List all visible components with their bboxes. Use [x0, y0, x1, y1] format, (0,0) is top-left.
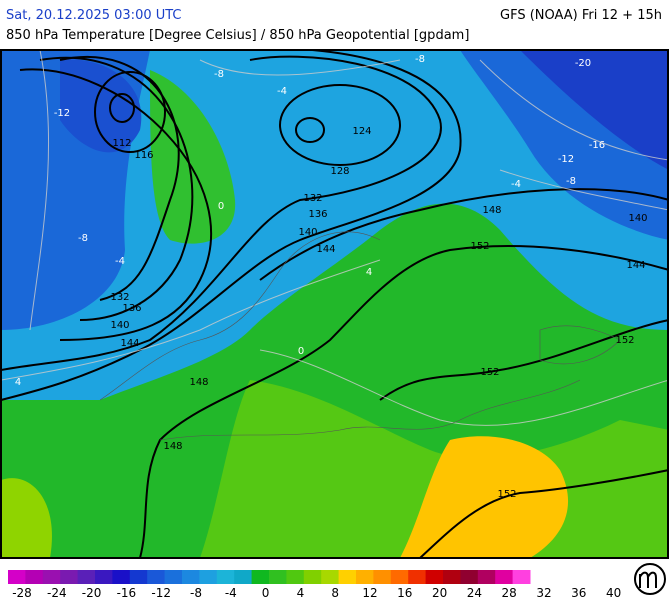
colorbar-swatch	[269, 570, 287, 584]
colorbar-label: -8	[190, 586, 202, 600]
colorbar-swatch	[112, 570, 131, 584]
geopotential-label: 128	[330, 166, 349, 177]
colorbar-swatch	[95, 570, 113, 584]
geopotential-label: 152	[480, 367, 499, 378]
colorbar-swatch	[42, 570, 61, 584]
geopotential-label: 132	[110, 292, 129, 303]
colorbar-swatch	[443, 570, 461, 584]
colorbar-swatch	[234, 570, 253, 584]
geopotential-label: 116	[134, 150, 153, 161]
geopotential-label: 136	[122, 303, 141, 314]
map-frame	[0, 49, 669, 559]
temperature-label: -4	[277, 86, 287, 97]
colorbar-label: -16	[117, 586, 137, 600]
colorbar-label: 40	[606, 586, 621, 600]
geopotential-label: 140	[110, 320, 129, 331]
colorbar-label: 16	[397, 586, 412, 600]
temperature-label: 0	[298, 346, 304, 357]
colorbar-label: -20	[82, 586, 102, 600]
geopotential-label: 132	[303, 193, 322, 204]
temperature-label: 0	[218, 201, 224, 212]
colorbar-label: 24	[467, 586, 482, 600]
colorbar-swatch	[303, 570, 322, 584]
geopotential-label: 144	[626, 260, 645, 271]
colorbar-label: -28	[12, 586, 32, 600]
colorbar-swatch	[182, 570, 200, 584]
colorbar-swatch	[390, 570, 409, 584]
colorbar-label: -12	[151, 586, 171, 600]
colorbar-label: 32	[536, 586, 551, 600]
colorbar-swatch	[286, 570, 305, 584]
colorbar-label: 28	[502, 586, 517, 600]
colorbar-swatch	[321, 570, 340, 584]
colorbar-swatch	[199, 570, 218, 584]
temperature-label: -4	[115, 256, 125, 267]
colorbar-swatch	[77, 570, 96, 584]
temperature-label: -8	[566, 176, 576, 187]
temperature-label: -16	[589, 140, 605, 151]
geopotential-contours	[1, 50, 668, 558]
map	[1, 50, 668, 558]
geopotential-label: 148	[189, 377, 208, 388]
colorbar-swatch	[338, 570, 357, 584]
geopotential-label: 152	[497, 489, 516, 500]
colorbar-swatch	[373, 570, 392, 584]
colorbar-label: 36	[571, 586, 586, 600]
colorbar-label: -24	[47, 586, 67, 600]
colorbar-swatch	[512, 570, 531, 584]
temperature-label: -8	[78, 233, 88, 244]
temperature-label: 4	[366, 267, 372, 278]
geopotential-label: 112	[112, 138, 131, 149]
colorbar-swatch	[495, 570, 514, 584]
temperature-label: -12	[558, 154, 574, 165]
model-run: GFS (NOAA) Fri 12 + 15h	[500, 8, 662, 23]
colorbar-label: 8	[331, 586, 339, 600]
colorbar-swatch	[408, 570, 427, 584]
valid-time: Sat, 20.12.2025 03:00 UTC	[6, 8, 182, 23]
colorbar-label: 12	[362, 586, 377, 600]
geopotential-label: 148	[482, 205, 501, 216]
temperature-label: -12	[54, 108, 70, 119]
cold-core-east	[520, 50, 668, 170]
map-subtitle: 850 hPa Temperature [Degree Celsius] / 8…	[6, 28, 469, 43]
colorbar-swatch	[147, 570, 166, 584]
colorbar-swatch	[164, 570, 183, 584]
colorbar-label: 20	[432, 586, 447, 600]
temperature-label: 4	[15, 377, 21, 388]
colorbar-swatch	[477, 570, 496, 584]
temperature-contours	[1, 50, 668, 426]
temperature-label: -4	[511, 179, 521, 190]
colorbar-swatch	[129, 570, 148, 584]
logo	[634, 563, 666, 595]
cold-core-west	[60, 59, 142, 153]
geopotential-label: 144	[120, 338, 139, 349]
colorbar-swatch	[25, 570, 44, 584]
temperature-label: -8	[214, 69, 224, 80]
colorbar-swatch	[8, 570, 26, 584]
temperature-label: -20	[575, 58, 591, 69]
geopotential-label: 152	[470, 241, 489, 252]
geopotential-label: 124	[352, 126, 371, 137]
geopotential-label: 140	[628, 213, 647, 224]
colorbar-swatch	[216, 570, 235, 584]
temperature-label: -8	[415, 54, 425, 65]
geopotential-label: 136	[308, 209, 327, 220]
geopotential-label: 140	[298, 227, 317, 238]
colorbar-label: -4	[225, 586, 237, 600]
geopotential-label: 144	[316, 244, 335, 255]
colorbar-swatch	[460, 570, 479, 584]
colorbar-label: 0	[262, 586, 270, 600]
colorbar-swatch	[356, 570, 374, 584]
colorbar-swatch	[425, 570, 444, 584]
mild-southwest	[1, 478, 52, 558]
colorbar-swatch	[60, 570, 79, 584]
geopotential-label: 152	[615, 335, 634, 346]
colorbar-swatch	[251, 570, 270, 584]
colorbar-label: 4	[297, 586, 305, 600]
geopotential-label: 148	[163, 441, 182, 452]
coastlines	[99, 231, 621, 441]
warm-core	[400, 436, 569, 558]
